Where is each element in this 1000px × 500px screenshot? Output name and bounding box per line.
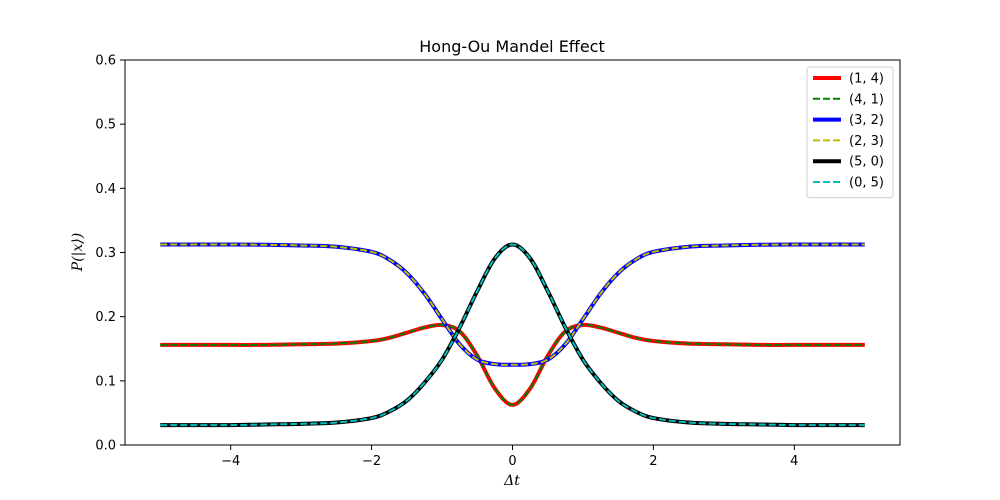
series-line-4 — [160, 243, 865, 366]
y-tick-label: 0.0 — [95, 439, 116, 454]
legend-label: (4, 1) — [849, 92, 884, 107]
y-axis-ticks: 0.0 0.1 0.2 0.3 0.4 0.5 0.6 — [95, 54, 125, 454]
series-line-2 — [160, 323, 865, 406]
x-tick-label: −4 — [221, 454, 240, 469]
series-line-6 — [160, 243, 865, 427]
legend-label: (5, 0) — [849, 155, 884, 170]
y-tick-label: 0.3 — [95, 246, 116, 261]
legend-label: (0, 5) — [849, 176, 884, 191]
x-tick-label: 4 — [790, 454, 798, 469]
legend-label: (1, 4) — [849, 72, 884, 87]
y-tick-label: 0.2 — [95, 310, 116, 325]
x-axis-ticks: −4 −2 0 2 4 — [221, 445, 798, 469]
axes-frame — [125, 60, 900, 445]
plot-area — [124, 59, 901, 446]
chart-title: Hong-Ou Mandel Effect — [419, 37, 604, 56]
x-tick-label: 2 — [649, 454, 657, 469]
y-tick-label: 0.5 — [95, 118, 116, 133]
y-axis-label: P(|x⟩) — [70, 233, 86, 272]
x-axis-label: Δt — [503, 473, 520, 489]
series-layer — [160, 242, 865, 428]
legend: (1, 4) (4, 1) (3, 2) (2, 3) (5, 0) (0, 5) — [806, 66, 894, 199]
legend-label: (2, 3) — [849, 134, 884, 149]
y-tick-label: 0.6 — [95, 54, 116, 69]
x-tick-label: 0 — [508, 454, 516, 469]
x-tick-label: −2 — [362, 454, 381, 469]
legend-label: (3, 2) — [849, 113, 884, 128]
y-tick-label: 0.1 — [95, 374, 116, 389]
y-tick-label: 0.4 — [95, 182, 116, 197]
